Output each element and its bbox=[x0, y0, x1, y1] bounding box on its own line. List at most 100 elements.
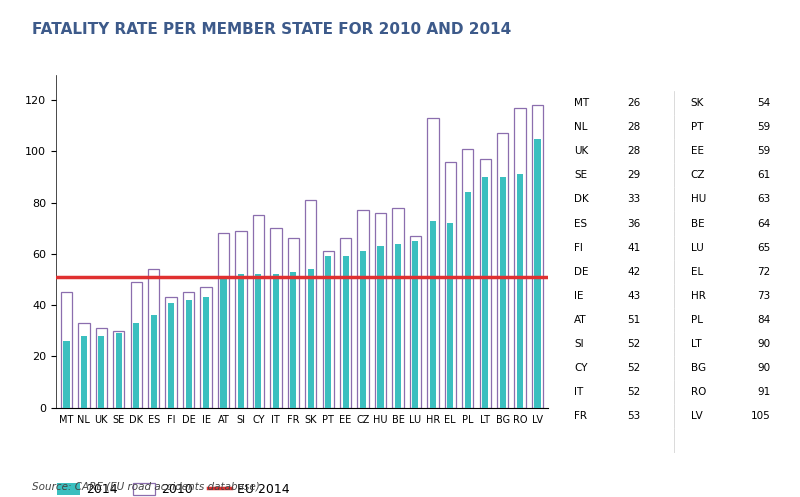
Bar bbox=[479, 159, 491, 408]
Text: EU: EU bbox=[690, 435, 706, 445]
Text: IE: IE bbox=[574, 291, 584, 301]
Bar bbox=[462, 149, 474, 408]
Bar bbox=[134, 323, 139, 408]
Bar bbox=[63, 341, 70, 408]
Text: 64: 64 bbox=[757, 219, 770, 229]
Bar bbox=[270, 228, 282, 408]
Bar bbox=[375, 213, 386, 408]
Bar bbox=[116, 333, 122, 408]
Bar bbox=[392, 208, 404, 408]
Bar bbox=[395, 244, 401, 408]
Text: EE: EE bbox=[690, 146, 704, 156]
Text: 61: 61 bbox=[757, 170, 770, 180]
Bar bbox=[96, 328, 107, 408]
Bar bbox=[342, 256, 349, 408]
Text: FR: FR bbox=[574, 412, 587, 421]
Text: 43: 43 bbox=[627, 291, 641, 301]
Text: 26: 26 bbox=[627, 98, 641, 108]
Text: DE: DE bbox=[574, 267, 589, 277]
Text: 33: 33 bbox=[627, 194, 641, 204]
Bar bbox=[534, 139, 541, 408]
Bar bbox=[235, 231, 246, 408]
Bar bbox=[322, 251, 334, 408]
Legend: 2014, 2010, EU 2014: 2014, 2010, EU 2014 bbox=[53, 478, 294, 497]
Text: RO: RO bbox=[690, 387, 706, 397]
Text: 51: 51 bbox=[627, 315, 641, 325]
Bar bbox=[288, 239, 299, 408]
Text: EL: EL bbox=[690, 267, 703, 277]
Bar bbox=[238, 274, 244, 408]
Bar bbox=[148, 269, 159, 408]
Bar bbox=[430, 221, 436, 408]
Bar bbox=[378, 246, 383, 408]
Bar bbox=[253, 215, 264, 408]
Bar bbox=[465, 192, 470, 408]
Text: 63: 63 bbox=[757, 194, 770, 204]
Bar bbox=[200, 287, 212, 408]
Text: LU: LU bbox=[690, 243, 703, 252]
Text: 52: 52 bbox=[627, 387, 641, 397]
Bar bbox=[61, 292, 72, 408]
Text: PL: PL bbox=[690, 315, 702, 325]
Text: 28: 28 bbox=[627, 146, 641, 156]
Text: UK: UK bbox=[574, 146, 589, 156]
Bar bbox=[130, 282, 142, 408]
Text: CY: CY bbox=[574, 363, 588, 373]
Text: 90: 90 bbox=[758, 363, 770, 373]
Bar bbox=[168, 303, 174, 408]
Text: 59: 59 bbox=[757, 146, 770, 156]
Bar bbox=[325, 256, 331, 408]
Text: SK: SK bbox=[690, 98, 704, 108]
Text: 36: 36 bbox=[627, 219, 641, 229]
Bar bbox=[113, 331, 125, 408]
Bar bbox=[445, 162, 456, 408]
Text: 42: 42 bbox=[627, 267, 641, 277]
Bar bbox=[221, 277, 226, 408]
Text: 51: 51 bbox=[756, 435, 770, 445]
Bar bbox=[447, 223, 454, 408]
Text: 105: 105 bbox=[750, 412, 770, 421]
Bar bbox=[305, 200, 316, 408]
Bar bbox=[532, 105, 543, 408]
Text: 72: 72 bbox=[757, 267, 770, 277]
Bar bbox=[98, 336, 105, 408]
Bar bbox=[203, 297, 209, 408]
Text: 84: 84 bbox=[757, 315, 770, 325]
Bar bbox=[273, 274, 279, 408]
Text: NL: NL bbox=[574, 122, 588, 132]
Text: LV: LV bbox=[690, 412, 702, 421]
Text: Source: CARE (EU road accidents database).: Source: CARE (EU road accidents database… bbox=[32, 481, 263, 491]
Text: CZ: CZ bbox=[690, 170, 705, 180]
Bar bbox=[186, 300, 192, 408]
Text: ES: ES bbox=[574, 219, 587, 229]
Text: 52: 52 bbox=[627, 339, 641, 349]
Bar bbox=[340, 239, 351, 408]
Text: SE: SE bbox=[574, 170, 587, 180]
Bar bbox=[290, 272, 296, 408]
Bar bbox=[218, 234, 229, 408]
Text: IT: IT bbox=[574, 387, 584, 397]
Text: 65: 65 bbox=[757, 243, 770, 252]
Text: HR: HR bbox=[690, 291, 706, 301]
Text: HU: HU bbox=[690, 194, 706, 204]
Bar bbox=[482, 177, 488, 408]
Text: BE: BE bbox=[690, 219, 704, 229]
Text: AT: AT bbox=[574, 315, 587, 325]
Text: 90: 90 bbox=[758, 339, 770, 349]
Bar bbox=[150, 315, 157, 408]
Text: 73: 73 bbox=[757, 291, 770, 301]
Text: 54: 54 bbox=[757, 98, 770, 108]
Text: 28: 28 bbox=[627, 122, 641, 132]
Text: 59: 59 bbox=[757, 122, 770, 132]
Bar bbox=[514, 108, 526, 408]
Bar bbox=[358, 210, 369, 408]
Text: 52: 52 bbox=[627, 363, 641, 373]
Text: PT: PT bbox=[690, 122, 703, 132]
Bar bbox=[517, 174, 523, 408]
Bar bbox=[499, 177, 506, 408]
Bar bbox=[255, 274, 262, 408]
Text: SI: SI bbox=[574, 339, 584, 349]
Bar bbox=[497, 134, 508, 408]
Text: BG: BG bbox=[690, 363, 706, 373]
Bar bbox=[360, 251, 366, 408]
